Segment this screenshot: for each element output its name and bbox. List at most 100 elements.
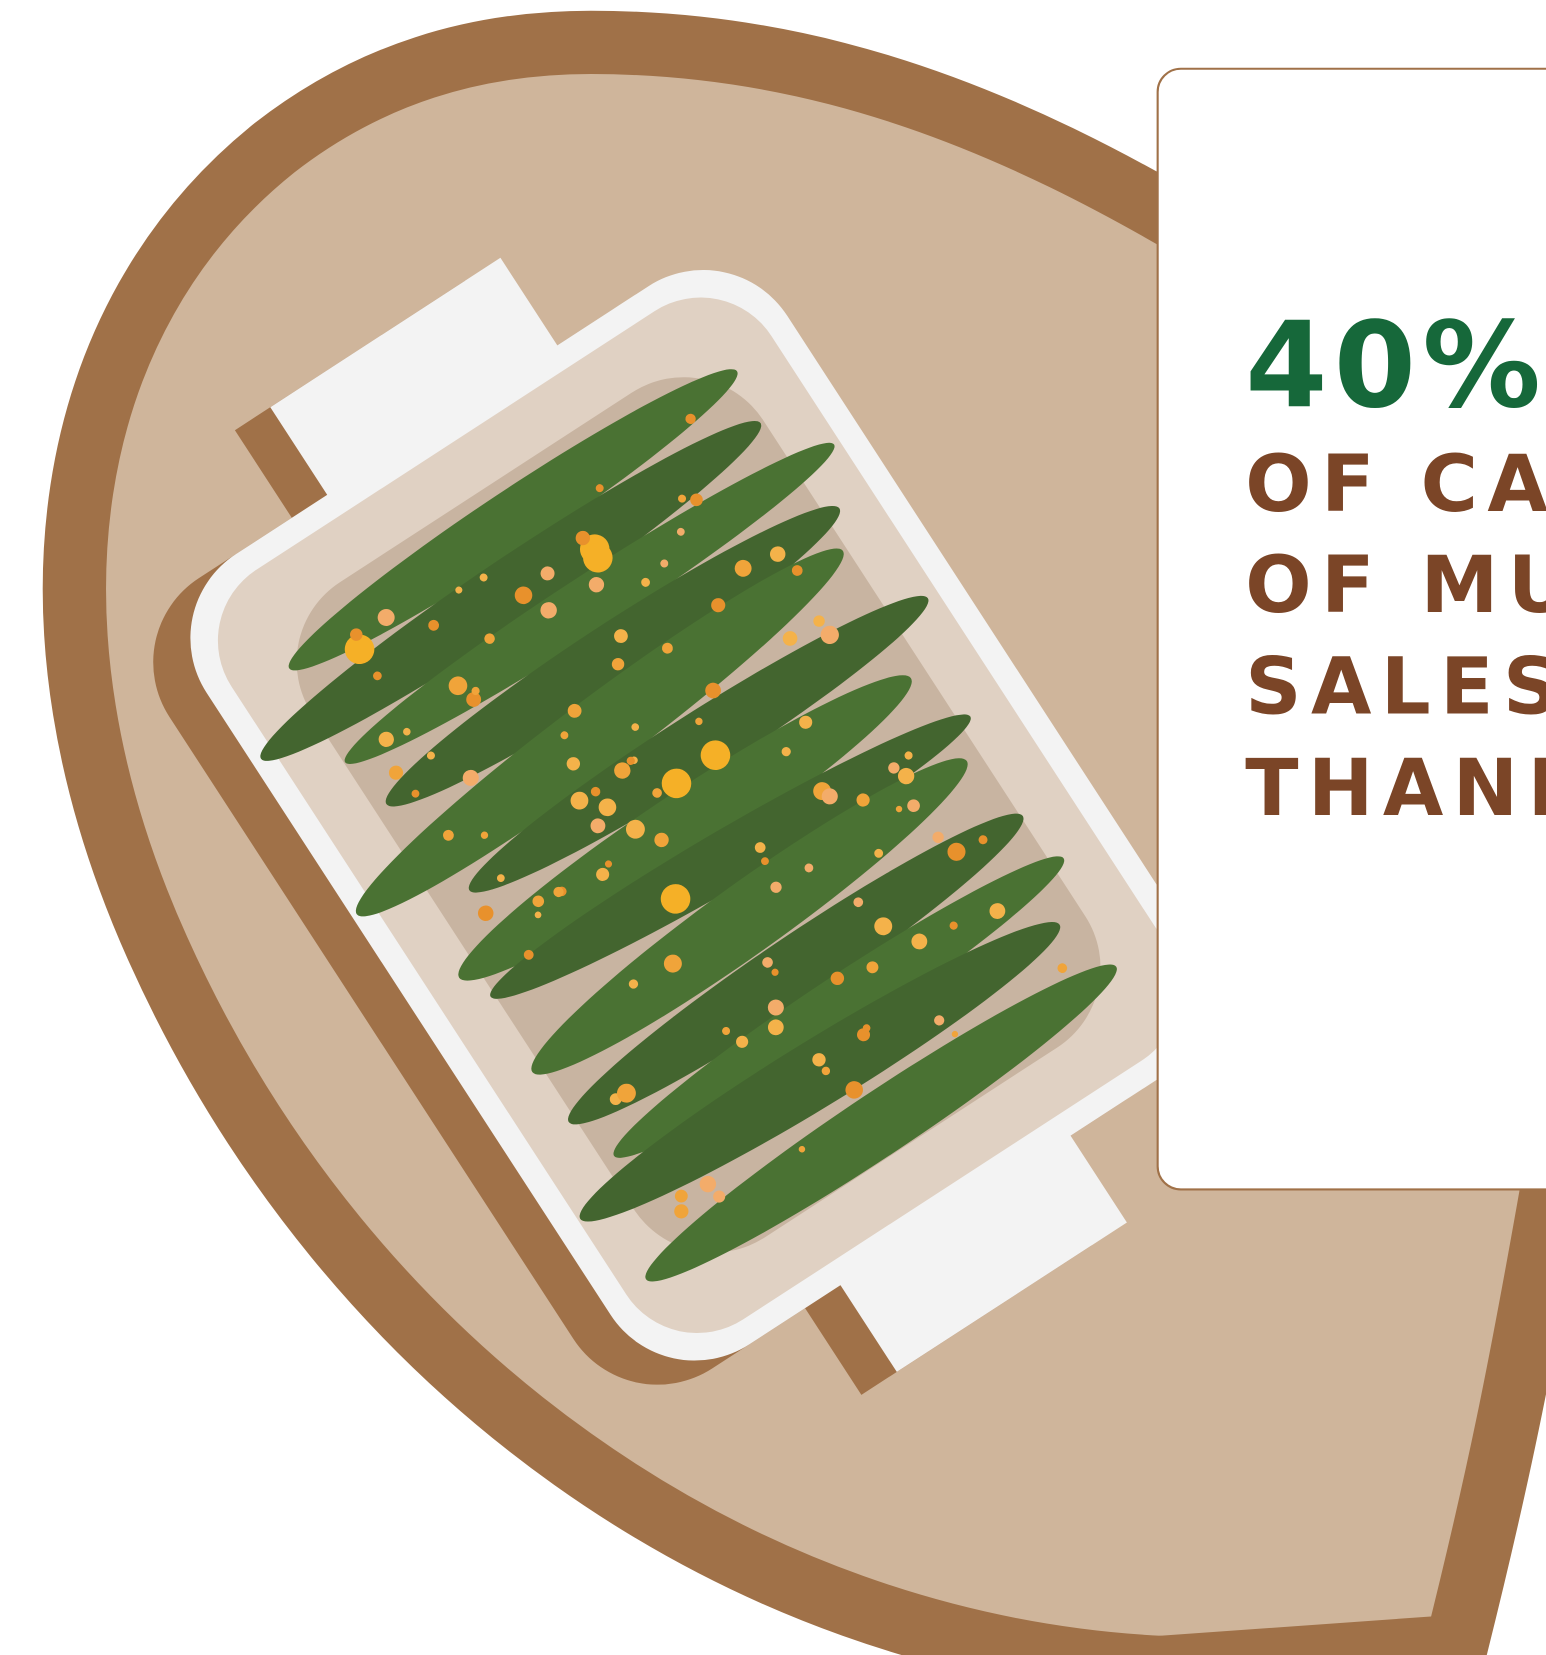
seasoning-dot bbox=[514, 586, 533, 605]
seasoning-dot bbox=[652, 788, 662, 798]
seasoning-dot bbox=[771, 968, 779, 976]
seasoning-dot bbox=[540, 566, 555, 581]
seasoning-dot bbox=[570, 791, 589, 810]
bean bbox=[531, 758, 968, 1075]
text-line: THANK bbox=[1245, 744, 1546, 834]
seasoning-dot bbox=[471, 686, 480, 696]
seasoning-dot bbox=[462, 769, 479, 786]
bean bbox=[344, 442, 835, 764]
seasoning-dot bbox=[575, 530, 590, 546]
seasoning-dot bbox=[700, 740, 731, 770]
seasoning-dot bbox=[761, 857, 769, 866]
seasoning-dot bbox=[713, 1190, 726, 1203]
seasoning-dot bbox=[754, 842, 766, 853]
seasoning-dot bbox=[895, 805, 903, 813]
seasoning-dot bbox=[611, 657, 625, 671]
seasoning-dot bbox=[411, 789, 420, 798]
seasoning-dot bbox=[685, 413, 696, 425]
seasoning-dot bbox=[853, 897, 864, 908]
seasoning-dot bbox=[566, 757, 581, 771]
seasoning-dot bbox=[813, 615, 825, 627]
seasoning-dot bbox=[448, 676, 468, 696]
seasoning-dot bbox=[661, 768, 692, 799]
seasoning-dot bbox=[532, 895, 545, 908]
seasoning-dot bbox=[904, 751, 913, 760]
handle bbox=[816, 1098, 1127, 1372]
seasoning-dot bbox=[1057, 963, 1068, 973]
seasoning-dot bbox=[588, 577, 605, 593]
seasoning-dot bbox=[496, 874, 505, 882]
seasoning-dot bbox=[426, 751, 435, 760]
seasoning-dot bbox=[567, 703, 582, 718]
seasoning-dot bbox=[598, 798, 617, 817]
bean bbox=[260, 420, 762, 761]
seasoning-dot bbox=[626, 756, 635, 765]
seasoning-dot bbox=[767, 1019, 784, 1036]
bean bbox=[645, 964, 1117, 1282]
seasoning-dot bbox=[560, 731, 569, 740]
text-line: OF MU bbox=[1245, 541, 1546, 631]
seasoning-dot bbox=[690, 493, 703, 507]
seasoning-dot bbox=[888, 762, 900, 774]
seasoning-dot bbox=[804, 863, 814, 873]
seasoning-dot bbox=[523, 949, 534, 960]
bean bbox=[579, 922, 1061, 1222]
seasoning-dot bbox=[781, 746, 791, 757]
seasoning bbox=[344, 413, 1068, 1219]
bean bbox=[568, 813, 1024, 1125]
seasoning-dot bbox=[662, 642, 673, 654]
card bbox=[1156, 67, 1546, 1191]
seasoning-dot bbox=[484, 633, 495, 644]
seasoning-dot bbox=[845, 1081, 863, 1099]
seasoning-dot bbox=[762, 957, 773, 968]
seasoning-dot bbox=[614, 629, 628, 643]
seasoning-dot bbox=[821, 788, 838, 805]
seasoning-dot bbox=[798, 1145, 806, 1153]
seasoning-dot bbox=[856, 793, 870, 807]
handle bbox=[270, 257, 581, 532]
seasoning-dot bbox=[583, 542, 613, 573]
seasoning-dot bbox=[628, 979, 639, 989]
seasoning-dot bbox=[455, 586, 463, 594]
seasoning-dot bbox=[862, 1024, 871, 1032]
seasoning-dot bbox=[479, 573, 488, 582]
seasoning-dot bbox=[663, 954, 682, 973]
text-line: SALES bbox=[1245, 643, 1546, 733]
seasoning-dot bbox=[631, 723, 640, 731]
seasoning-dot bbox=[897, 767, 915, 785]
seasoning-dot bbox=[641, 577, 651, 587]
seasoning-dot bbox=[596, 867, 610, 881]
seasoning-dot bbox=[769, 546, 786, 562]
seasoning-dot bbox=[736, 1035, 749, 1048]
seasoning-dot bbox=[604, 860, 613, 868]
seasoning-dot bbox=[722, 1026, 731, 1036]
seasoning-dot bbox=[949, 921, 958, 930]
seasoning-dot bbox=[791, 565, 803, 576]
seasoning-dot bbox=[344, 634, 375, 665]
dish bbox=[153, 257, 1208, 1395]
seasoning-dot bbox=[699, 1175, 717, 1193]
seasoning-dot bbox=[660, 559, 669, 568]
seasoning-dot bbox=[711, 598, 726, 613]
seasoning-dot bbox=[932, 831, 944, 843]
seasoning-dot bbox=[466, 692, 482, 707]
seasoning-dot bbox=[678, 494, 687, 503]
bean bbox=[355, 548, 844, 917]
seasoning-dot bbox=[951, 1030, 959, 1038]
seasoning-dot bbox=[480, 831, 489, 839]
seasoning-dot bbox=[767, 999, 784, 1016]
seasoning-dot bbox=[553, 886, 564, 898]
seasoning-dot bbox=[350, 628, 363, 641]
seasoning-dot bbox=[388, 765, 404, 780]
seasoning-dot bbox=[373, 671, 382, 681]
seasoning-dot bbox=[428, 619, 440, 631]
seasoning-dot bbox=[705, 682, 721, 699]
seasoning-dot bbox=[799, 715, 813, 729]
seasoning-dot bbox=[534, 911, 542, 919]
seasoning-dot bbox=[378, 731, 394, 748]
seasoning-dot bbox=[695, 717, 703, 726]
seasoning-dot bbox=[734, 559, 752, 577]
seasoning-dot bbox=[590, 818, 606, 834]
seasoning-dot bbox=[540, 602, 557, 619]
